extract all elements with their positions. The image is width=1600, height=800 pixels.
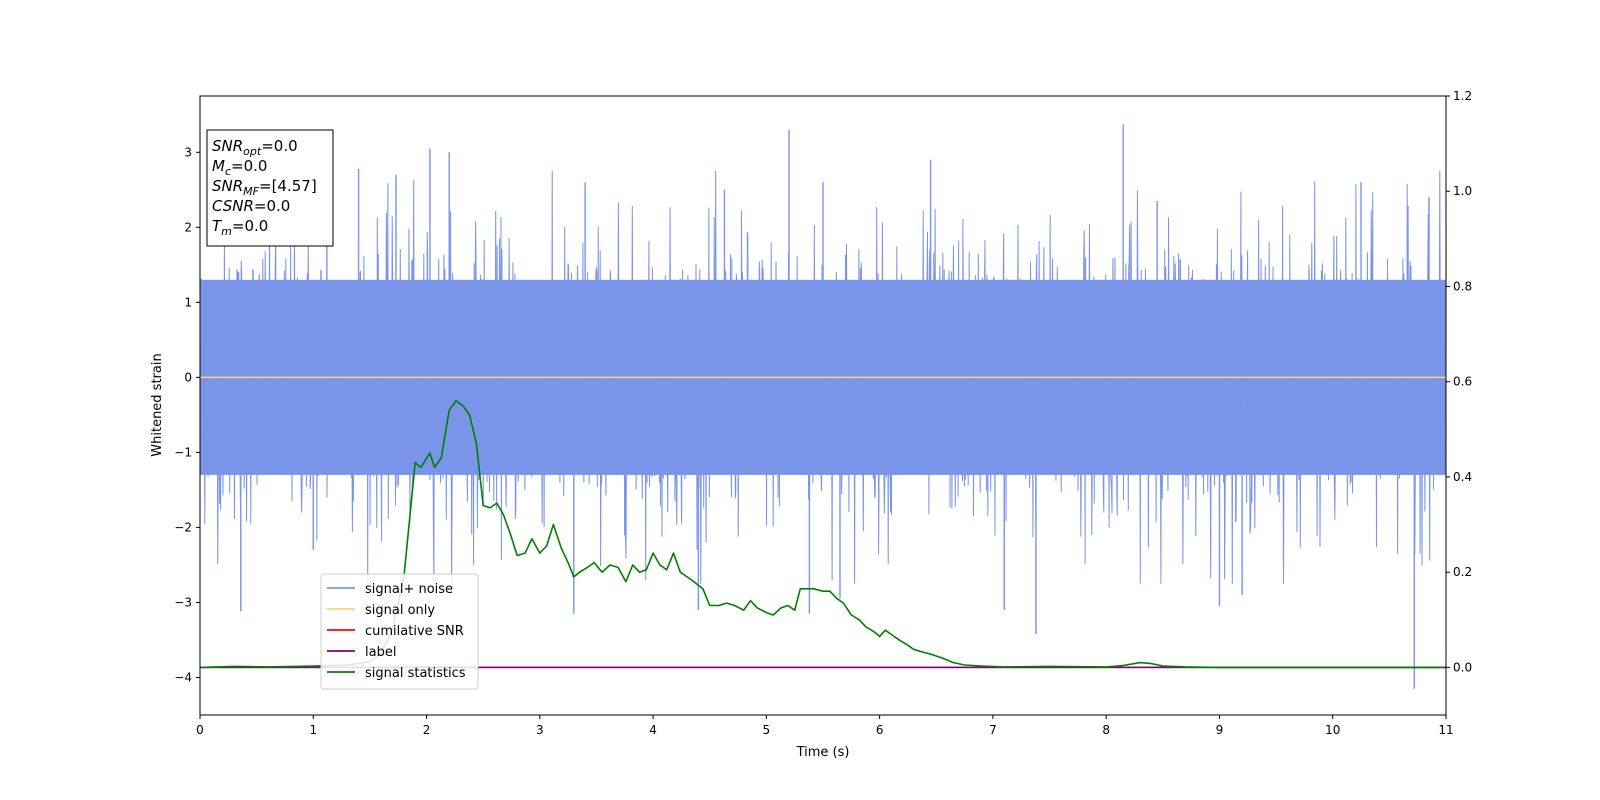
y-tick-label-7: 3 [184, 145, 192, 159]
y-tick-label-5: 1 [184, 295, 192, 309]
y-tick-label-6: 2 [184, 220, 192, 234]
x-tick-label-9: 9 [1216, 723, 1224, 737]
y-tick-label-4: 0 [184, 370, 192, 384]
legend-label-signal-only: signal only [365, 603, 435, 618]
plot-frame [199, 95, 1447, 716]
x-tick-label-4: 4 [649, 723, 657, 737]
y2-tick-label-0: 0.0 [1453, 660, 1472, 674]
y-tick-label-1: −3 [174, 595, 192, 609]
y-tick-label-3: −1 [174, 445, 192, 459]
info-line-2: SNRMF=[4.57] [212, 177, 317, 198]
y2-tick-label-5: 1.0 [1453, 184, 1472, 198]
x-axis-label: Time (s) [796, 745, 850, 760]
x-tick-label-1: 1 [309, 723, 317, 737]
y2-tick-label-2: 0.4 [1453, 470, 1472, 484]
legend-label-cumilative-snr: cumilative SNR [365, 624, 464, 639]
axes-layer: 0 1 2 3 4 5 6 7 8 9 10 11 −4 −3 −2 −1 0 1 2 3 0.0 0.2 0.4 0.6 0.… [174, 89, 1472, 737]
x-tick-label-2: 2 [423, 723, 431, 737]
y-axis-label: Whitened strain [150, 353, 165, 456]
y-tick-label-2: −2 [174, 520, 192, 534]
x-tick-label-10: 10 [1325, 723, 1340, 737]
legend-frame [320, 573, 479, 690]
y2-tick-label-1: 0.2 [1453, 565, 1472, 579]
y-tick-label-0: −4 [174, 670, 192, 684]
legend-label-signal-noise: signal+ noise [365, 582, 453, 597]
y2-tick-label-4: 0.8 [1453, 279, 1472, 293]
x-tick-label-11: 11 [1438, 723, 1453, 737]
series-signal-noise-line [200, 170, 1446, 584]
info-line-0: SNRopt=0.0 [212, 137, 298, 158]
x-tick-label-6: 6 [876, 723, 884, 737]
x-tick-label-7: 7 [989, 723, 997, 737]
legend-label-signal-statistics: signal statistics [365, 666, 466, 681]
legend-label-label: label [365, 645, 396, 660]
x-tick-label-0: 0 [196, 723, 204, 737]
legend: signal+ noise signal only cumilative SNR la… [320, 573, 479, 690]
info-line-3: CSNR=0.0 [212, 197, 290, 215]
x-tick-label-3: 3 [536, 723, 544, 737]
y2-tick-label-6: 1.2 [1453, 89, 1472, 103]
y2-tick-label-3: 0.6 [1453, 375, 1472, 389]
x-tick-label-8: 8 [1102, 723, 1110, 737]
series-layer [200, 124, 1446, 689]
x-tick-label-5: 5 [763, 723, 771, 737]
series-signal-statistics-line [200, 399, 1446, 669]
info-line-4: Tm=0.0 [212, 217, 268, 238]
info-box-frame [206, 129, 334, 247]
info-line-1: Mc=0.0 [212, 157, 267, 178]
